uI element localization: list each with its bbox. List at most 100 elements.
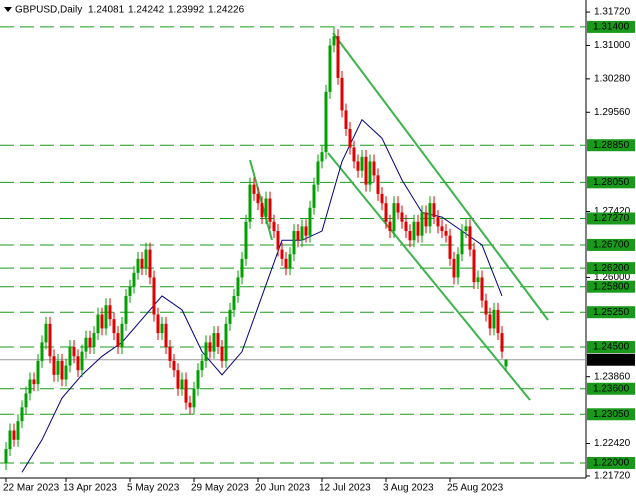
current-price-tag [587,353,635,366]
menu-triangle [4,7,12,12]
candle-body [372,161,376,176]
candle-body [288,254,292,269]
candle-body [216,333,220,348]
level-tag [587,341,635,354]
candle-body [416,221,420,236]
level-label: 1.28050 [593,177,630,188]
level-label: 1.24500 [593,342,630,353]
candle-body [132,272,136,287]
candle-body [24,393,28,408]
candle-body [492,309,496,329]
candle-body [260,203,264,218]
candle-body [100,314,104,329]
candle-body [208,342,212,352]
candle-body [56,360,60,375]
candle-body [500,333,504,352]
candle-body [376,175,380,194]
x-tick-label: 5 May 2023 [127,483,180,494]
candle-body [356,161,360,171]
trend-lines [249,32,549,401]
candle-body [240,258,244,278]
candle-body [440,226,444,232]
candle-body [472,249,476,283]
candle-body [248,184,252,222]
trend-segment [249,159,273,241]
candle-body [196,370,200,389]
candle-body [496,309,500,334]
candle-body [40,342,44,361]
candle-body [268,198,272,222]
candle-body [76,356,80,371]
level-label: 1.23600 [593,383,630,394]
x-tick-label: 3 Aug 2023 [383,483,434,494]
candle-body [144,249,148,269]
candle-body [420,212,424,236]
candle-body [404,221,408,232]
candle-body [108,305,112,320]
candle-body [412,221,416,241]
candle-body [192,388,196,408]
candle-body [300,226,304,241]
candle-body [272,221,276,232]
candle-body [44,323,48,343]
candle-body [88,337,92,348]
candle-body [256,193,260,204]
candle-body [456,254,460,278]
candle-body [164,323,168,348]
candle-body [292,231,296,255]
header-value: 1.24242 [128,5,165,16]
candle-body [160,323,164,334]
level-tag [587,20,635,33]
candle-body [276,231,280,250]
candle-body [464,226,468,232]
candle-body [112,319,116,334]
candle-body [36,360,40,385]
candle-body [332,36,336,46]
x-tick-label: 12 Jul 2023 [319,483,371,494]
y-tick-label: 1.30280 [594,74,631,85]
candle-body [236,277,240,296]
candle-body [28,379,32,394]
header-value: 1.23992 [168,5,205,16]
candle-body [380,193,384,204]
candle-body [152,277,156,315]
level-label: 1.26700 [593,240,630,251]
candle-body [8,430,12,450]
candle-body [92,333,96,348]
candle-body [296,231,300,241]
y-tick-label: 1.29560 [594,107,631,118]
candle-body [180,379,184,389]
candle-body [480,277,484,301]
candle-body [408,231,412,241]
level-label: 1.27270 [593,213,630,224]
candle-body [424,212,428,227]
candle-body [120,323,124,348]
candle-body [320,152,324,162]
y-tick-label: 1.22420 [594,438,631,449]
header-value: 1.24226 [208,5,245,16]
candle-body [12,430,16,440]
level-tag [587,382,635,395]
channel-upper [332,32,549,321]
x-tick-label: 25 Aug 2023 [447,483,504,494]
candle-body [336,36,340,78]
level-tag [587,306,635,319]
candle-body [388,221,392,232]
candle-body [168,347,172,361]
candle-body [4,449,8,463]
candle-body [156,314,160,334]
candle-body [368,161,372,185]
candle-body [32,379,36,385]
x-tick-label: 13 Apr 2023 [63,483,117,494]
candle-body [204,342,208,361]
candle-body [428,203,432,227]
candle-body [176,370,180,389]
current-price-label: 1.24226 [593,354,630,365]
candle-body [304,226,308,236]
level-label: 1.31400 [593,22,630,33]
candle-body [452,258,456,278]
level-tag [587,456,635,469]
candle-body [212,333,216,352]
candle-body [232,295,236,310]
